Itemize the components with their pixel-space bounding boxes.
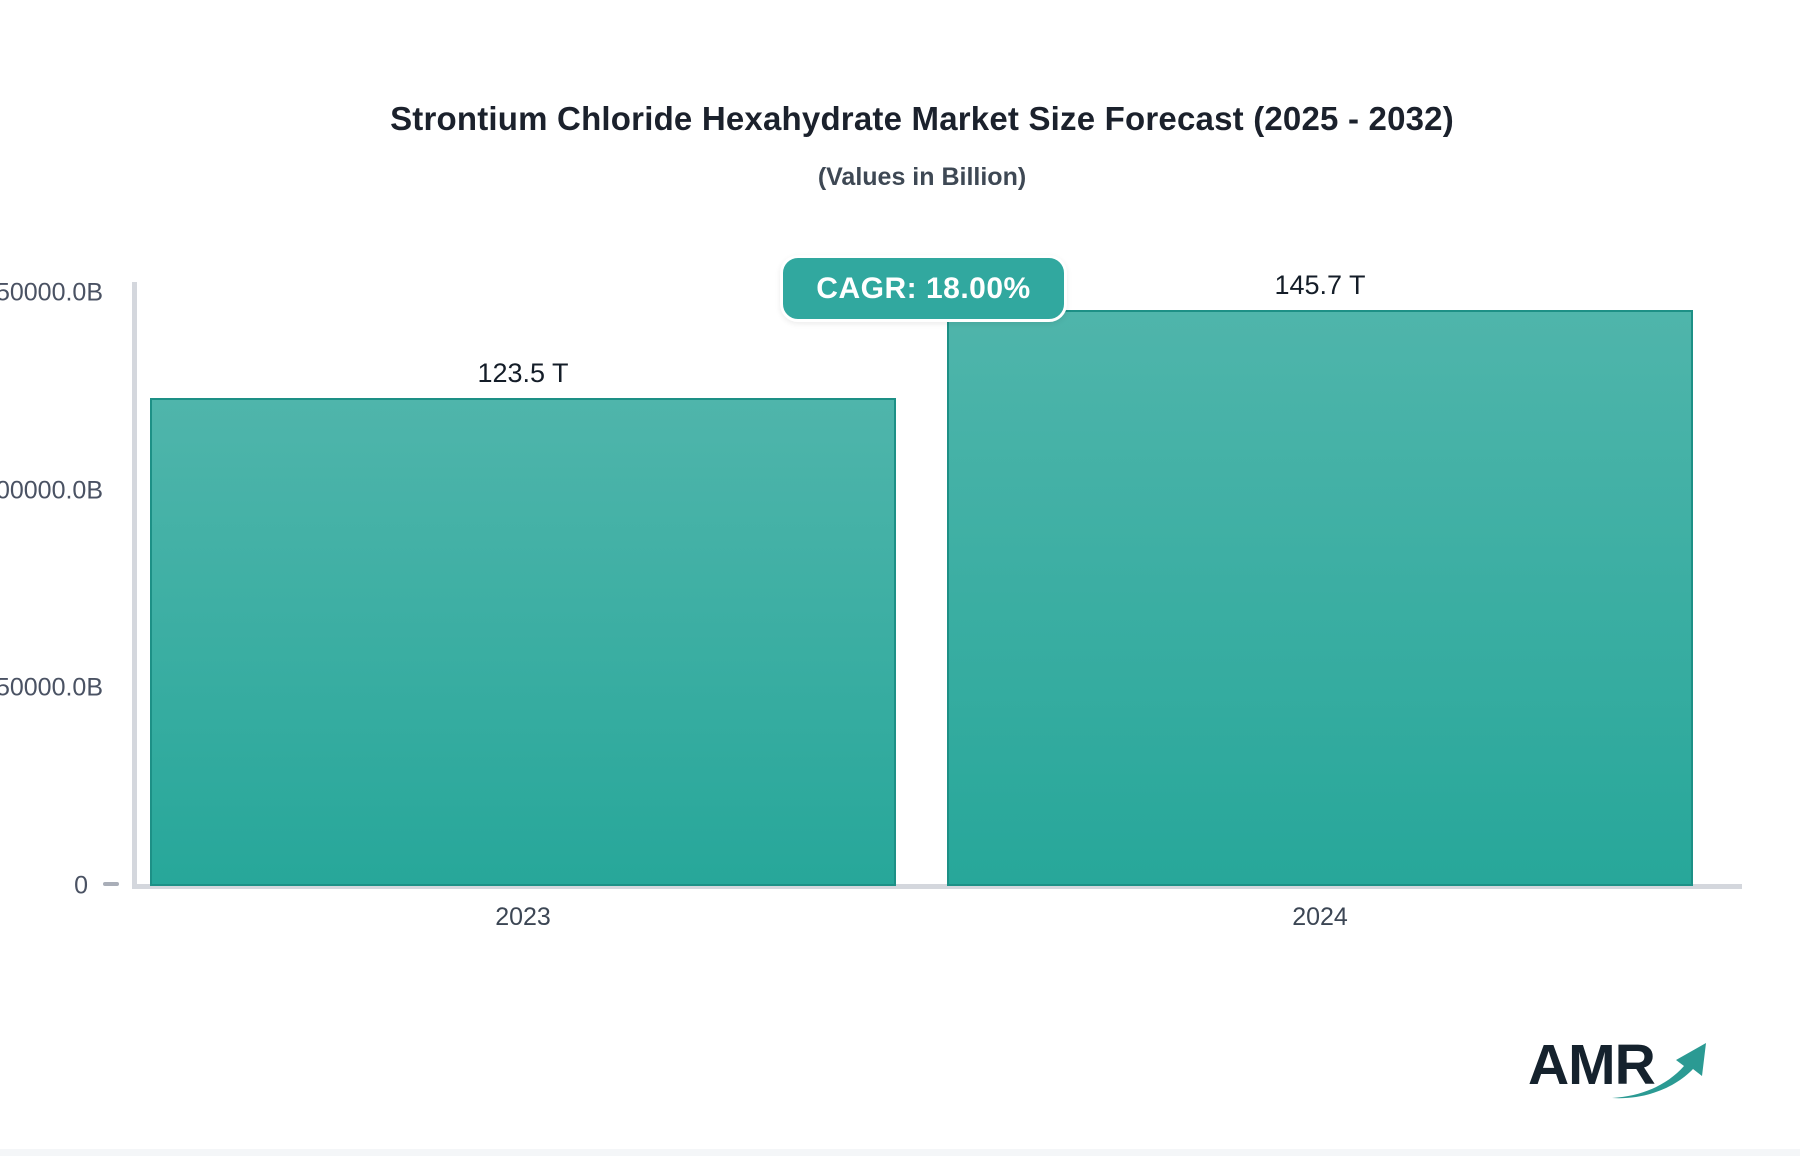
y-tick-label: 150000.0B: [0, 278, 103, 307]
chart-subtitle: (Values in Billion): [817, 163, 1027, 191]
cagr-badge: CAGR: 18.00%: [780, 255, 1067, 322]
x-tick-label: 2024: [1292, 903, 1348, 931]
y-tick-label: 50000.0B: [0, 673, 103, 702]
y-tick-label: 0: [74, 871, 88, 900]
bottom-edge: [0, 1149, 1800, 1156]
bar-2023: [150, 398, 896, 886]
growth-arrow-icon: [1612, 1043, 1706, 1099]
y-axis-line: [132, 282, 137, 889]
amr-logo-text: AMR: [1528, 1033, 1656, 1097]
bar-value-label: 145.7 T: [1274, 270, 1366, 300]
bar-2024: [947, 310, 1693, 886]
amr-logo: AMR: [1528, 1032, 1713, 1107]
y-tick-label: 100000.0B: [0, 476, 103, 505]
chart-title: Strontium Chloride Hexahydrate Market Si…: [390, 100, 1454, 137]
x-tick-label: 2023: [495, 903, 551, 931]
bar-value-label: 123.5 T: [477, 358, 569, 388]
x-axis-line: [132, 884, 1742, 889]
zero-tick-mark: [103, 882, 119, 886]
